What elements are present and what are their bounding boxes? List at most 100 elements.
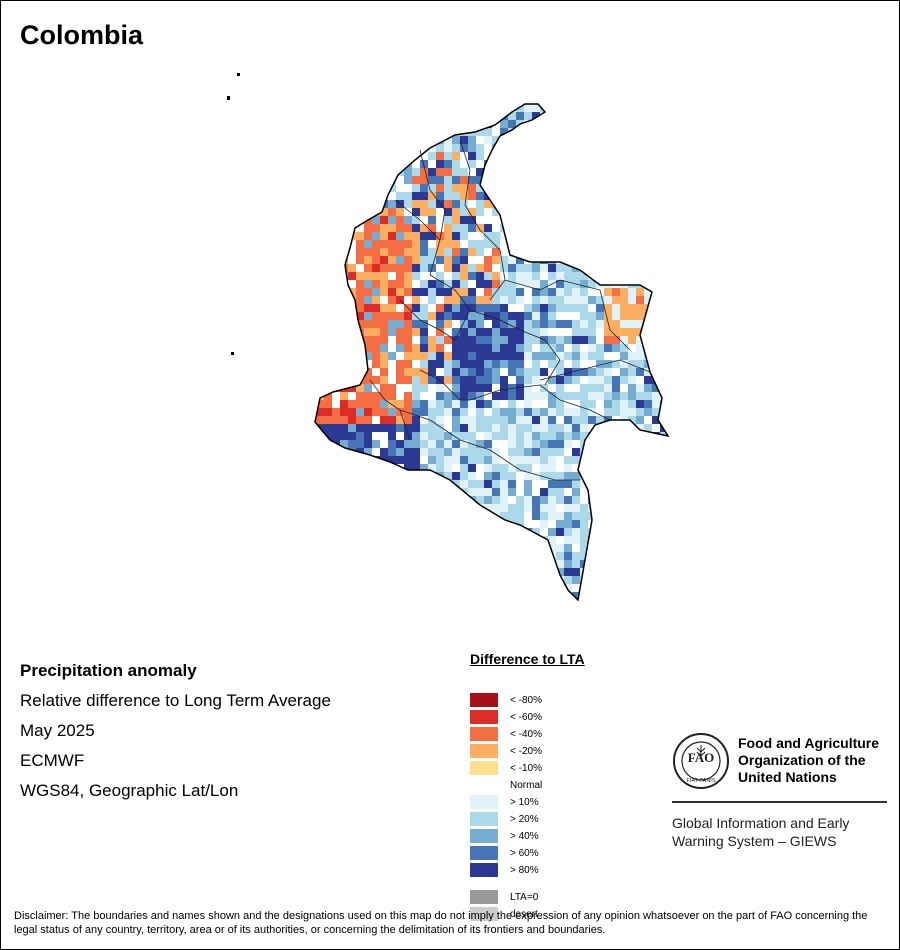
anomaly-cell [356,248,364,256]
anomaly-cell [340,528,348,536]
anomaly-cell [380,384,388,392]
anomaly-cell [556,160,564,168]
anomaly-cell [372,408,380,416]
anomaly-cell [396,568,404,576]
anomaly-cell [308,96,316,104]
anomaly-cell [476,264,484,272]
legend-swatch [470,710,498,724]
anomaly-cell [580,384,588,392]
anomaly-cell [548,504,556,512]
anomaly-cell [484,408,492,416]
anomaly-cell [660,544,668,552]
anomaly-cell [380,296,388,304]
anomaly-cell [588,144,596,152]
anomaly-cell [604,488,612,496]
anomaly-cell [532,376,540,384]
anomaly-cell [556,328,564,336]
anomaly-cell [580,344,588,352]
anomaly-cell [412,400,420,408]
anomaly-cell [620,240,628,248]
anomaly-cell [396,352,404,360]
anomaly-cell [348,472,356,480]
map-title: Colombia [20,20,144,50]
anomaly-cell [364,264,372,272]
anomaly-cell [428,432,436,440]
anomaly-cell [508,584,516,592]
anomaly-cell [644,368,652,376]
anomaly-cell [452,248,460,256]
anomaly-cell [324,304,332,312]
anomaly-cell [364,496,372,504]
anomaly-cell [468,392,476,400]
anomaly-cell [348,392,356,400]
anomaly-cell [372,536,380,544]
anomaly-cell [332,512,340,520]
anomaly-cell [356,104,364,112]
anomaly-cell [476,568,484,576]
anomaly-cell [428,176,436,184]
anomaly-cell [532,528,540,536]
anomaly-cell [364,472,372,480]
anomaly-cell [596,440,604,448]
anomaly-cell [324,104,332,112]
anomaly-cell [436,512,444,520]
anomaly-cell [364,112,372,120]
anomaly-cell [348,152,356,160]
anomaly-cell [500,320,508,328]
anomaly-cell [668,400,676,408]
anomaly-cell [564,200,572,208]
anomaly-cell [564,184,572,192]
anomaly-cell [588,256,596,264]
anomaly-cell [388,568,396,576]
anomaly-cell [660,552,668,560]
anomaly-cell [620,104,628,112]
anomaly-cell [676,480,684,488]
anomaly-cell [316,216,324,224]
anomaly-cell [572,304,580,312]
anomaly-cell [532,448,540,456]
anomaly-cell [500,472,508,480]
anomaly-cell [420,264,428,272]
legend-item: < -20% [470,744,542,758]
anomaly-cell [332,600,340,608]
anomaly-cell [508,208,516,216]
anomaly-cell [452,192,460,200]
anomaly-cell [676,168,684,176]
anomaly-cell [484,232,492,240]
anomaly-cell [596,432,604,440]
anomaly-cell [332,112,340,120]
anomaly-cell [300,464,308,472]
anomaly-cell [404,592,412,600]
anomaly-cell [476,120,484,128]
anomaly-cell [388,544,396,552]
anomaly-cell [644,400,652,408]
anomaly-cell [468,208,476,216]
anomaly-cell [620,520,628,528]
anomaly-cell [404,320,412,328]
anomaly-cell [404,384,412,392]
anomaly-cell [315,488,316,496]
anomaly-cell [548,144,556,152]
anomaly-cell [300,152,308,160]
anomaly-cell [380,496,388,504]
anomaly-cell [300,360,308,368]
anomaly-cell [500,168,508,176]
anomaly-cell [604,448,612,456]
anomaly-cell [628,440,636,448]
anomaly-cell [620,328,628,336]
anomaly-cell [612,448,620,456]
anomaly-cell [556,528,564,536]
anomaly-cell [636,248,644,256]
anomaly-cell [668,328,676,336]
anomaly-cell [508,456,516,464]
anomaly-cell [372,416,380,424]
anomaly-cell [332,240,340,248]
anomaly-cell [460,296,468,304]
legend-item: > 80% [470,863,539,877]
anomaly-cell [452,424,460,432]
anomaly-cell [604,408,612,416]
anomaly-cell [348,504,356,512]
anomaly-cell [628,200,636,208]
anomaly-cell [652,264,660,272]
anomaly-cell [524,512,532,520]
